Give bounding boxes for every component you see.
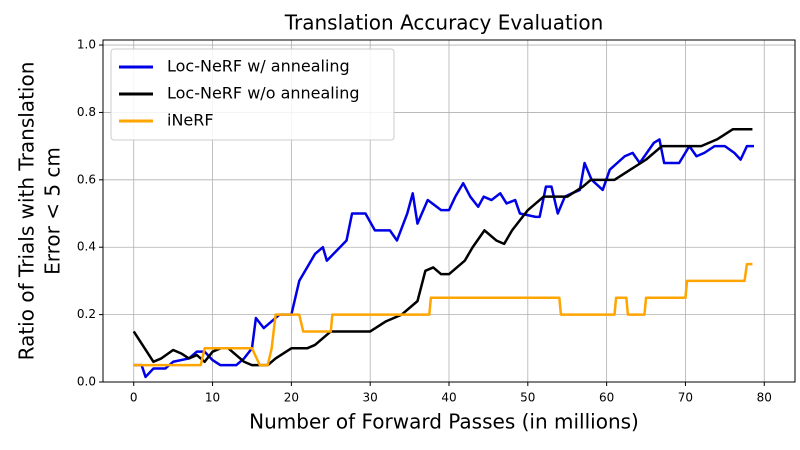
y-tick-label: 0.0 [77, 375, 96, 389]
series-line [132, 128, 753, 367]
legend-label: Loc-NeRF w/o annealing [167, 84, 359, 103]
plot-frame [102, 39, 796, 383]
legend-box [110, 48, 395, 141]
x-axis-label: Number of Forward Passes (in millions) [249, 410, 639, 434]
x-tick-label: 50 [520, 391, 535, 405]
legend-label: iNeRF [167, 111, 214, 130]
y-tick-label: 0.8 [77, 105, 96, 119]
x-tick-label: 30 [363, 391, 378, 405]
chart-title: Translation Accuracy Evaluation [284, 11, 604, 35]
x-tick-label: 40 [441, 391, 456, 405]
y-axis-label: Ratio of Trials with Translation Error <… [15, 62, 65, 361]
legend-label: Loc-NeRF w/ annealing [167, 57, 350, 76]
series-line [133, 138, 755, 379]
y-tick-label: 1.0 [77, 38, 96, 52]
x-tick-label: 0 [130, 391, 138, 405]
y-tick-label: 0.4 [77, 240, 96, 254]
y-tick-label: 0.2 [77, 307, 96, 321]
series-line [133, 262, 753, 367]
y-tick-label: 0.6 [77, 172, 96, 186]
y-axis-label-line: Error < 5 cm [41, 147, 65, 275]
x-tick-label: 80 [757, 391, 772, 405]
x-tick-label: 60 [599, 391, 614, 405]
y-axis-label-line: Ratio of Trials with Translation [15, 62, 39, 361]
x-tick-label: 70 [678, 391, 693, 405]
x-tick-label: 10 [205, 391, 220, 405]
x-tick-label: 20 [284, 391, 299, 405]
